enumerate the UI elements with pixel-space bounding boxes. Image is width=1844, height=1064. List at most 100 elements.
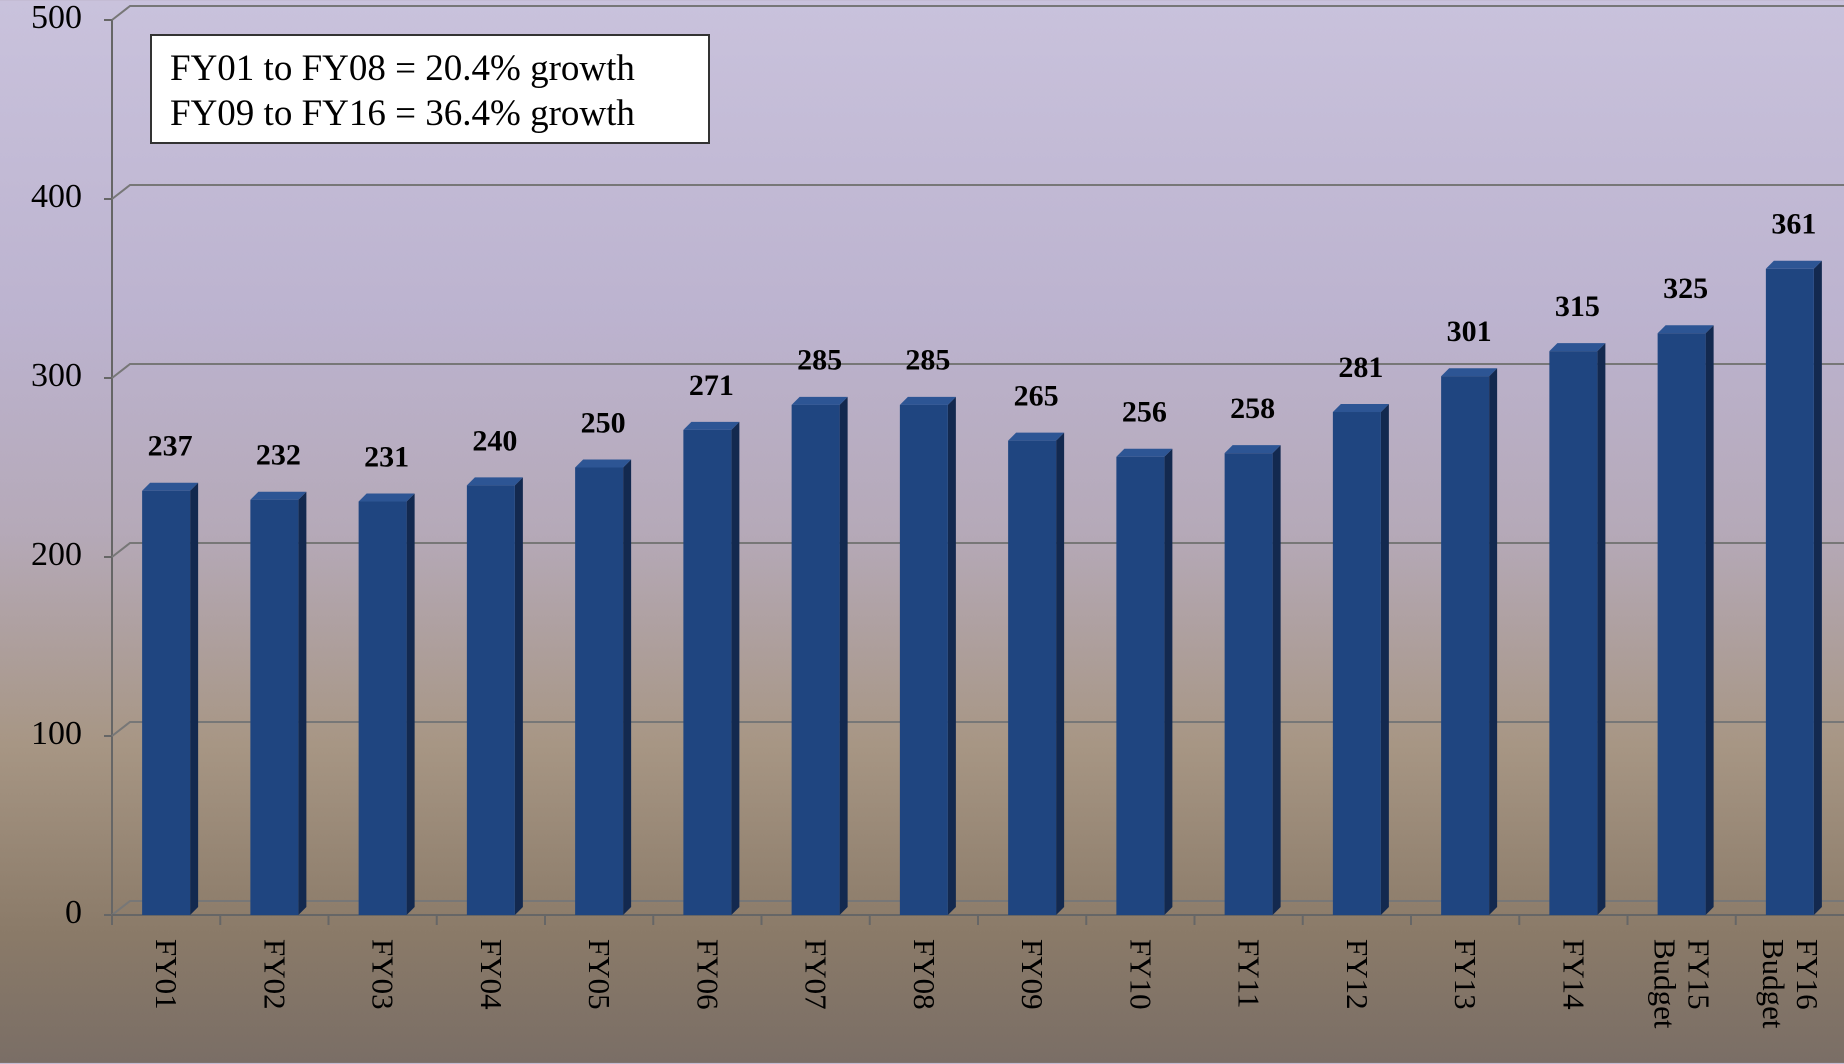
bar-top — [358, 493, 415, 502]
bar-group — [1765, 260, 1822, 915]
bar-side — [947, 396, 956, 916]
bar — [1224, 453, 1273, 915]
bar-side — [1489, 368, 1498, 916]
bar-side — [298, 491, 307, 915]
annotation: FY09 to FY16 = 36.4% growth — [170, 93, 635, 134]
value-label: 315 — [1555, 290, 1600, 323]
bar — [1549, 351, 1598, 915]
x-tick-label: FY01 — [149, 939, 185, 1010]
value-label: 240 — [472, 424, 517, 457]
bar — [466, 485, 515, 915]
x-tick-label: FY06 — [690, 939, 726, 1010]
bar-top — [1441, 368, 1498, 377]
bar — [899, 404, 948, 915]
x-tick-label: FY07 — [798, 939, 834, 1010]
bar-group — [1008, 432, 1065, 915]
bar-group — [1657, 325, 1714, 915]
bar-side — [1164, 448, 1173, 915]
x-tick-label: FY16 Budget — [1755, 939, 1825, 1029]
bar-top — [142, 482, 199, 491]
bar-group — [1116, 448, 1173, 915]
value-label: 256 — [1122, 396, 1167, 429]
value-label: 250 — [581, 406, 626, 439]
x-tick-label: FY13 — [1448, 939, 1484, 1010]
y-tick-label: 500 — [31, 0, 82, 36]
annotation: FY01 to FY08 = 20.4% growth — [170, 48, 635, 89]
bar-side — [839, 396, 848, 916]
bar-group — [142, 482, 199, 915]
bar — [575, 467, 624, 915]
value-label: 281 — [1338, 351, 1383, 384]
bar-side — [623, 459, 632, 915]
bar-side — [190, 482, 199, 915]
bar-side — [406, 493, 415, 915]
bar — [1116, 456, 1165, 915]
x-tick-label: FY05 — [582, 939, 618, 1010]
bar-side — [1272, 445, 1281, 915]
bar-top — [683, 421, 740, 430]
bar-top — [1332, 404, 1389, 413]
bar-top — [899, 396, 956, 405]
bar-group — [1224, 445, 1281, 915]
value-label: 232 — [256, 439, 301, 472]
x-tick-label: FY11 — [1231, 939, 1267, 1009]
annotation-box: FY01 to FY08 = 20.4% growth FY09 to FY16… — [150, 34, 710, 144]
x-tick-label: FY10 — [1123, 939, 1159, 1010]
bar-top — [1657, 325, 1714, 334]
y-tick-label: 0 — [65, 894, 82, 931]
bar-top — [466, 477, 523, 486]
bar-group — [575, 459, 632, 915]
x-tick-label: FY04 — [473, 939, 509, 1010]
value-label: 301 — [1447, 315, 1492, 348]
value-label: 325 — [1663, 272, 1708, 305]
bar-group — [899, 396, 956, 916]
bar-group — [1332, 404, 1389, 915]
value-label: 361 — [1771, 208, 1816, 241]
value-label: 258 — [1230, 392, 1275, 425]
bar-side — [1813, 260, 1822, 915]
y-tick-label: 200 — [31, 536, 82, 573]
value-label: 271 — [689, 369, 734, 402]
bar-group — [358, 493, 415, 915]
bar-top — [1008, 432, 1065, 441]
y-tick-label: 100 — [31, 715, 82, 752]
value-label: 237 — [148, 430, 193, 463]
bar-group — [1549, 343, 1606, 915]
grid-line — [111, 184, 1844, 200]
bar-top — [250, 491, 307, 500]
x-tick-label: FY03 — [365, 939, 401, 1010]
bar-side — [1380, 404, 1389, 915]
value-label: 231 — [364, 440, 409, 473]
bar — [1441, 376, 1490, 916]
value-label: 285 — [797, 344, 842, 377]
bar-group — [250, 491, 307, 915]
bar-side — [514, 477, 523, 915]
bar-side — [1597, 343, 1606, 915]
x-tick-label: FY12 — [1339, 939, 1375, 1010]
bar-top — [575, 459, 632, 468]
bar-top — [1549, 343, 1606, 352]
bar-side — [731, 421, 740, 915]
x-tick-label: FY02 — [257, 939, 293, 1010]
x-tick-label: FY09 — [1015, 939, 1051, 1010]
y-tick-label: 300 — [31, 357, 82, 394]
grid-line — [111, 5, 1844, 21]
bar-top — [1765, 260, 1822, 269]
x-tick-label: FY14 — [1556, 939, 1592, 1010]
bar — [1765, 268, 1814, 915]
bar-top — [1116, 448, 1173, 457]
x-tick-label: FY08 — [906, 939, 942, 1010]
bar-top — [1224, 445, 1281, 454]
bar-side — [1056, 432, 1065, 915]
bar — [1657, 333, 1706, 915]
bar — [358, 501, 407, 915]
bar — [142, 490, 191, 915]
bar-group — [1441, 368, 1498, 916]
bar — [1008, 440, 1057, 915]
bar-side — [1705, 325, 1714, 915]
bar-top — [791, 396, 848, 405]
bar-group — [791, 396, 848, 916]
bar — [683, 429, 732, 915]
